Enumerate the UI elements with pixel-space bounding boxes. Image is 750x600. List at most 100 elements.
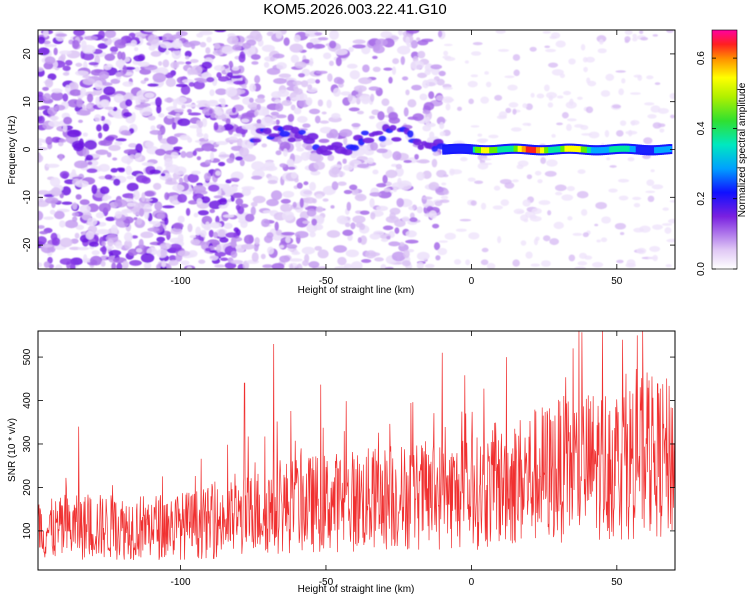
noise-blob: [164, 181, 179, 185]
noise-blob: [438, 70, 446, 77]
noise-blob: [576, 191, 589, 199]
noise-blob: [445, 103, 451, 111]
noise-blob: [64, 219, 79, 229]
noise-blob: [225, 86, 238, 97]
chart-title: KOM5.2026.003.22.41.G10: [263, 1, 447, 18]
noise-blob: [351, 123, 361, 128]
noise-blob: [66, 129, 81, 138]
noise-blob: [279, 130, 291, 138]
carrier-segment: [448, 146, 452, 153]
noise-blob: [419, 93, 428, 101]
noise-blob: [306, 42, 314, 49]
noise-blob: [357, 237, 362, 244]
noise-blob: [147, 34, 160, 45]
noise-blob: [592, 261, 604, 268]
noise-blob: [126, 202, 136, 207]
noise-blob: [126, 175, 135, 180]
noise-blob: [381, 98, 390, 106]
noise-blob: [270, 190, 283, 201]
spectrogram-y-axis: 20 10 0 -10 -20: [22, 48, 675, 252]
noise-blob: [346, 63, 358, 69]
noise-blob: [290, 104, 296, 111]
noise-blob: [113, 93, 125, 103]
spectrogram-x-axis: -100 -50 0 50: [171, 30, 623, 287]
noise-blob: [82, 77, 96, 86]
noise-blob: [111, 262, 117, 269]
noise-blob: [209, 89, 215, 97]
noise-blob: [116, 262, 123, 269]
carrier-segment: [605, 146, 609, 153]
carrier-segment: [668, 146, 672, 153]
noise-blob: [238, 53, 246, 63]
noise-blob: [309, 57, 314, 67]
noise-blob: [223, 222, 233, 230]
noise-blob: [616, 130, 624, 137]
carrier-segment: [592, 147, 597, 154]
snr-y-axis: 100 200 300 400 500: [22, 348, 675, 539]
noise-blob: [323, 52, 332, 60]
noise-blob: [336, 78, 345, 85]
noise-blob: [62, 124, 68, 133]
noise-blob: [63, 116, 73, 125]
noise-blob: [166, 135, 179, 145]
noise-blob: [206, 77, 215, 83]
noise-blob: [213, 122, 219, 131]
noise-blob: [406, 130, 414, 138]
carrier-segment: [468, 146, 473, 153]
carrier-segment: [603, 146, 607, 153]
noise-blob: [193, 212, 199, 218]
snr-x-axis: -100 -50 0 50: [171, 331, 623, 588]
noise-blob: [405, 36, 410, 46]
noise-blob: [141, 162, 155, 167]
noise-blob: [38, 225, 45, 229]
noise-blob: [115, 138, 127, 142]
noise-blob: [453, 259, 462, 265]
noise-blob: [156, 104, 162, 114]
noise-blob: [304, 253, 310, 263]
noise-blob: [38, 152, 42, 163]
noise-blob: [162, 59, 170, 68]
noise-blob: [185, 56, 190, 60]
noise-blob: [561, 194, 574, 201]
noise-blob: [135, 143, 143, 154]
noise-blob: [189, 59, 199, 64]
noise-blob: [282, 190, 295, 198]
noise-blob: [44, 56, 56, 65]
noise-blob: [438, 240, 448, 243]
noise-blob: [82, 75, 91, 79]
noise-blob: [72, 39, 80, 49]
carrier-segment: [649, 147, 654, 154]
carrier-segment: [662, 146, 666, 153]
noise-blob: [75, 62, 83, 67]
noise-blob: [425, 116, 431, 126]
noise-blob: [639, 225, 651, 233]
noise-blob: [652, 34, 659, 37]
noise-blob: [444, 232, 456, 240]
noise-blob: [392, 151, 402, 161]
noise-blob: [411, 84, 422, 91]
snr-frame: [37, 330, 676, 571]
noise-blob: [71, 212, 80, 217]
carrier-segment: [556, 146, 560, 153]
noise-blob: [505, 107, 512, 114]
noise-blob: [666, 30, 674, 33]
noise-blob: [191, 43, 196, 50]
noise-blob: [180, 150, 187, 158]
noise-blob: [156, 248, 168, 258]
carrier-segment: [454, 145, 459, 152]
noise-blob: [555, 191, 563, 196]
carrier-segment: [639, 146, 644, 153]
noise-blob: [133, 189, 140, 200]
noise-blob: [178, 177, 184, 184]
noise-blob: [597, 48, 607, 54]
noise-blob: [72, 216, 78, 222]
noise-blob: [43, 261, 50, 269]
noise-blob: [468, 98, 474, 105]
noise-blob: [55, 33, 68, 37]
noise-blob: [94, 80, 103, 90]
noise-blob: [185, 151, 194, 158]
noise-blob: [177, 233, 184, 242]
carrier-segment: [660, 146, 664, 153]
noise-blob: [252, 195, 266, 204]
carrier-segment: [456, 145, 461, 152]
